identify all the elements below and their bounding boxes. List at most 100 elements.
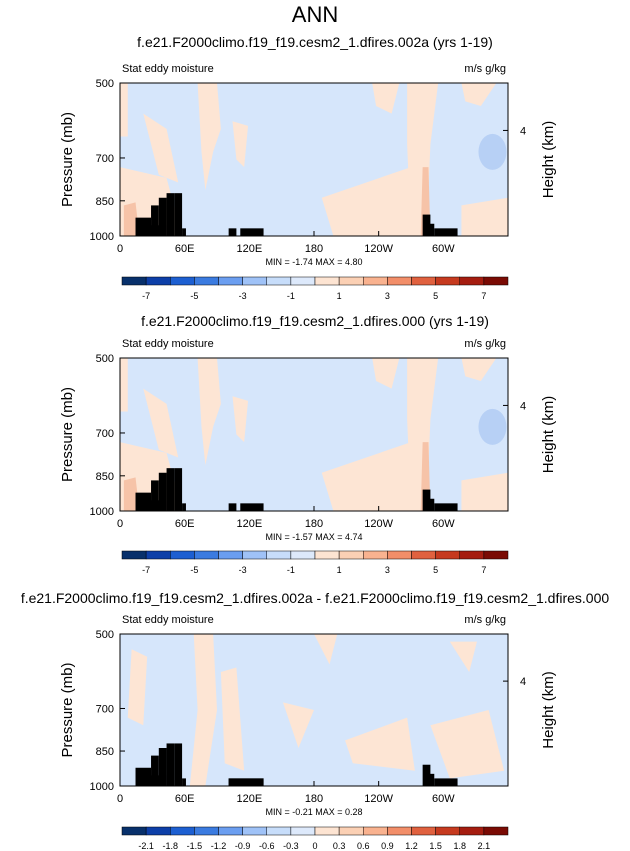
colorbar-swatch	[290, 276, 316, 286]
x-tick-label: 180	[305, 793, 323, 805]
x-tick-label: 120E	[236, 518, 262, 530]
colorbar-swatch	[170, 826, 195, 836]
main-title: ANN	[291, 2, 339, 27]
colorbar-swatch	[290, 550, 316, 560]
colorbar-label: 3	[385, 565, 390, 575]
colorbar-label: 7	[481, 291, 486, 301]
colorbar-swatch	[338, 826, 364, 836]
terrain-block	[424, 773, 435, 786]
colorbar-swatch	[483, 276, 509, 286]
x-tick-label: 180	[305, 243, 323, 255]
y-tick-label: 700	[96, 428, 114, 440]
colorbar-swatch	[459, 826, 485, 836]
terrain-block	[424, 498, 435, 511]
x-tick-label: 60W	[432, 243, 455, 255]
terrain-block	[424, 223, 435, 236]
colorbar-label: 0.3	[333, 841, 346, 851]
contour-band-strong	[123, 202, 140, 236]
colorbar-swatch	[242, 826, 267, 836]
colorbar-swatch	[218, 276, 243, 286]
colorbar-swatch	[483, 550, 509, 560]
colorbar-swatch	[145, 826, 171, 836]
contour-band	[345, 717, 415, 771]
x-tick-label: 0	[117, 243, 123, 255]
terrain-block	[228, 778, 264, 786]
colorbar-swatch	[218, 550, 243, 560]
colorbar-swatch	[314, 276, 340, 286]
colorbar-swatch	[194, 826, 219, 836]
variable-label: Stat eddy moisture	[122, 338, 214, 350]
contour-band	[407, 83, 439, 236]
y-right-axis-title: Height (km)	[540, 396, 557, 474]
colorbar-swatch	[121, 826, 147, 836]
y-tick-label: 1000	[90, 231, 114, 243]
colorbar-swatch	[266, 550, 292, 560]
contour-band	[143, 388, 179, 458]
colorbar-label: 1	[337, 565, 342, 575]
contour-band	[143, 113, 179, 183]
y-right-tick-label: 4	[520, 400, 526, 412]
contour-band	[372, 83, 400, 114]
contour-band-strong	[123, 477, 140, 511]
x-tick-label: 60E	[175, 518, 195, 530]
units-label: m/s g/kg	[464, 338, 506, 350]
y-tick-label: 850	[96, 471, 114, 483]
y-axis-title: Pressure (mb)	[59, 112, 76, 207]
colorbar-swatch	[266, 276, 292, 286]
x-tick-label: 0	[117, 793, 123, 805]
panel-3-title: f.e21.F2000climo.f19_f19.cesm2_1.dfires.…	[20, 590, 610, 606]
colorbar-label: -7	[142, 291, 150, 301]
colorbar-label: 7	[481, 565, 486, 575]
y-tick-label: 500	[96, 353, 114, 365]
colorbar-label: -1	[287, 565, 295, 575]
colorbar-label: -5	[190, 291, 198, 301]
terrain-block	[240, 503, 264, 511]
x-tick-label: 180	[305, 518, 323, 530]
x-tick-label: 60E	[175, 243, 195, 255]
colorbar-label: 1.5	[429, 841, 442, 851]
colorbar-swatch	[314, 826, 340, 836]
contour-band	[321, 167, 415, 236]
y-tick-label: 850	[96, 746, 114, 758]
terrain-block	[151, 755, 159, 786]
x-tick-label: 120W	[364, 793, 393, 805]
colorbar-swatch	[363, 550, 388, 560]
terrain-block	[434, 228, 458, 236]
panel-2: Stat eddy moisture m/s g/kg 500 700 850 1000 4…	[59, 338, 557, 575]
colorbar-label: -1.2	[211, 841, 227, 851]
terrain-block	[151, 480, 159, 511]
contour-band	[127, 649, 148, 726]
colorbar-swatch	[411, 550, 436, 560]
contour-band	[232, 396, 249, 443]
terrain-block	[228, 228, 237, 236]
colorbar-label: 5	[433, 565, 438, 575]
variable-label: Stat eddy moisture	[122, 63, 214, 75]
y-right-tick-label: 4	[520, 676, 526, 688]
colorbar-swatch	[218, 826, 243, 836]
panel-3: Stat eddy moisture m/s g/kg 500 700 850 1000 4…	[59, 614, 557, 851]
colorbar-swatch	[194, 276, 219, 286]
contour-band-blue	[478, 408, 507, 445]
colorbar-swatch	[363, 826, 388, 836]
units-label: m/s g/kg	[464, 63, 506, 75]
y-tick-label: 500	[96, 78, 114, 90]
terrain-block	[151, 205, 159, 236]
terrain-block	[166, 193, 175, 236]
y-tick-label: 500	[96, 629, 114, 641]
y-right-axis-title: Height (km)	[540, 121, 557, 199]
colorbar-swatch	[314, 550, 340, 560]
terrain-block	[166, 468, 175, 511]
x-tick-label: 60W	[432, 518, 455, 530]
panel-1: Stat eddy moisture m/s g/kg 500 700 850 1000 4…	[59, 63, 557, 301]
contour-band-blue	[478, 133, 507, 170]
x-tick-label: 0	[117, 518, 123, 530]
terrain-block	[174, 468, 183, 511]
contour-band	[314, 634, 338, 665]
colorbar-label: 5	[433, 291, 438, 301]
contour-band	[449, 641, 477, 672]
terrain-block	[182, 228, 186, 236]
plot-background	[120, 83, 508, 236]
colorbar-swatch	[145, 276, 171, 286]
colorbar-label: 0.9	[381, 841, 394, 851]
